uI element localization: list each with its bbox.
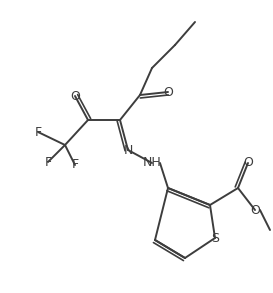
Text: O: O	[70, 89, 80, 103]
Text: F: F	[34, 125, 41, 139]
Text: O: O	[250, 204, 260, 217]
Text: N: N	[123, 144, 133, 156]
Text: O: O	[163, 86, 173, 98]
Text: O: O	[243, 156, 253, 169]
Text: F: F	[72, 159, 79, 171]
Text: S: S	[211, 231, 219, 244]
Text: NH: NH	[143, 156, 161, 169]
Text: F: F	[44, 156, 52, 168]
